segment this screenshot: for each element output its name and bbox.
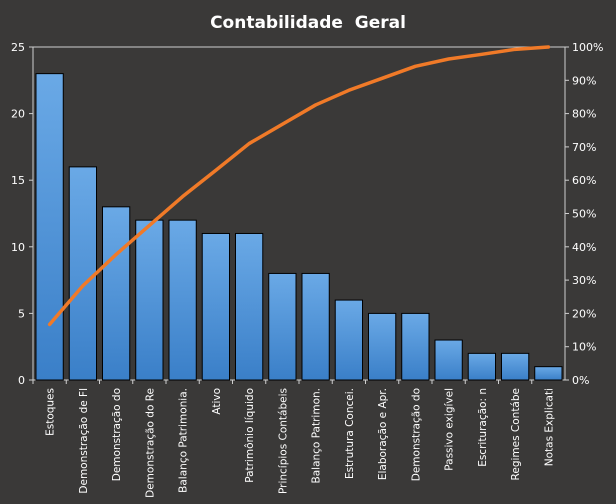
y-tick-label: 0 [18, 374, 25, 387]
y2-tick-label: 20% [572, 307, 596, 320]
bar [500, 352, 530, 381]
x-tick-label: Estrutura Concei. [344, 388, 356, 479]
bar [401, 312, 430, 381]
y2-tick-label: 100% [572, 41, 603, 54]
x-tick-label: Ativo [211, 388, 223, 415]
cumulative-point [182, 196, 184, 198]
x-tick-label: Balanço Patrimonia. [178, 388, 190, 493]
y-tick-label: 15 [11, 174, 25, 187]
x-tick-label: Demonstração de Fl [78, 388, 90, 494]
x-tick-label: Princípios Contábeis [277, 388, 289, 494]
y-tick-label: 5 [18, 307, 25, 320]
x-tick-label: Demonstração do [111, 388, 123, 481]
y2-tick-label: 60% [572, 174, 596, 187]
cumulative-point [248, 143, 250, 145]
x-tick-label: Demonstração do [410, 388, 422, 481]
y2-tick-label: 70% [572, 141, 596, 154]
cumulative-point [115, 253, 117, 255]
x-tick-label: Elaboração e Apr. [377, 388, 389, 480]
y2-tick-label: 80% [572, 108, 596, 121]
x-tick-label: Passivo exigível [444, 388, 456, 471]
cumulative-point [514, 48, 516, 50]
x-tick-label: Balanço Patrimon. [311, 388, 323, 483]
cumulative-point [281, 123, 283, 125]
cumulative-point [348, 89, 350, 91]
bar [68, 166, 98, 381]
x-tick-label: Regimes Contábe [510, 388, 522, 480]
bar [35, 73, 64, 381]
cumulative-point [82, 285, 84, 287]
x-tick-label: Estoques [45, 388, 57, 436]
bar [534, 366, 563, 381]
cumulative-point [547, 46, 549, 48]
y2-tick-label: 40% [572, 241, 596, 254]
y-tick-label: 20 [11, 108, 25, 121]
y-tick-label: 10 [11, 241, 25, 254]
x-tick-label: Notas Explicati [543, 388, 555, 466]
cumulative-line [47, 45, 551, 327]
cumulative-point [381, 77, 383, 79]
cumulative-point [481, 53, 483, 55]
bar [467, 352, 497, 381]
cumulative-point [49, 323, 51, 325]
y2-tick-label: 50% [572, 208, 596, 221]
bar [434, 339, 463, 381]
bar [135, 219, 164, 381]
bar [301, 272, 330, 381]
bar [367, 312, 397, 381]
x-tick-label: Patrimônio líquido [244, 388, 256, 483]
x-tick-label: Escrituração: n [477, 388, 489, 467]
bar [334, 299, 364, 381]
x-tick-label: Demonstração do Re [144, 388, 156, 498]
y2-tick-label: 30% [572, 274, 596, 287]
bar [268, 272, 297, 381]
bar [234, 232, 264, 381]
bar [168, 219, 197, 381]
bar [201, 232, 231, 381]
cumulative-point [215, 169, 217, 171]
y-tick-label: 25 [11, 41, 25, 54]
y2-tick-label: 90% [572, 74, 596, 87]
cumulative-point [315, 104, 317, 106]
chart-title: Contabilidade Geral [210, 13, 406, 33]
cumulative-point [448, 58, 450, 60]
y2-tick-label: 10% [572, 341, 596, 354]
bar [101, 206, 131, 381]
cumulative-point [414, 65, 416, 67]
y2-tick-label: 0% [572, 374, 589, 387]
cumulative-point [148, 224, 150, 226]
